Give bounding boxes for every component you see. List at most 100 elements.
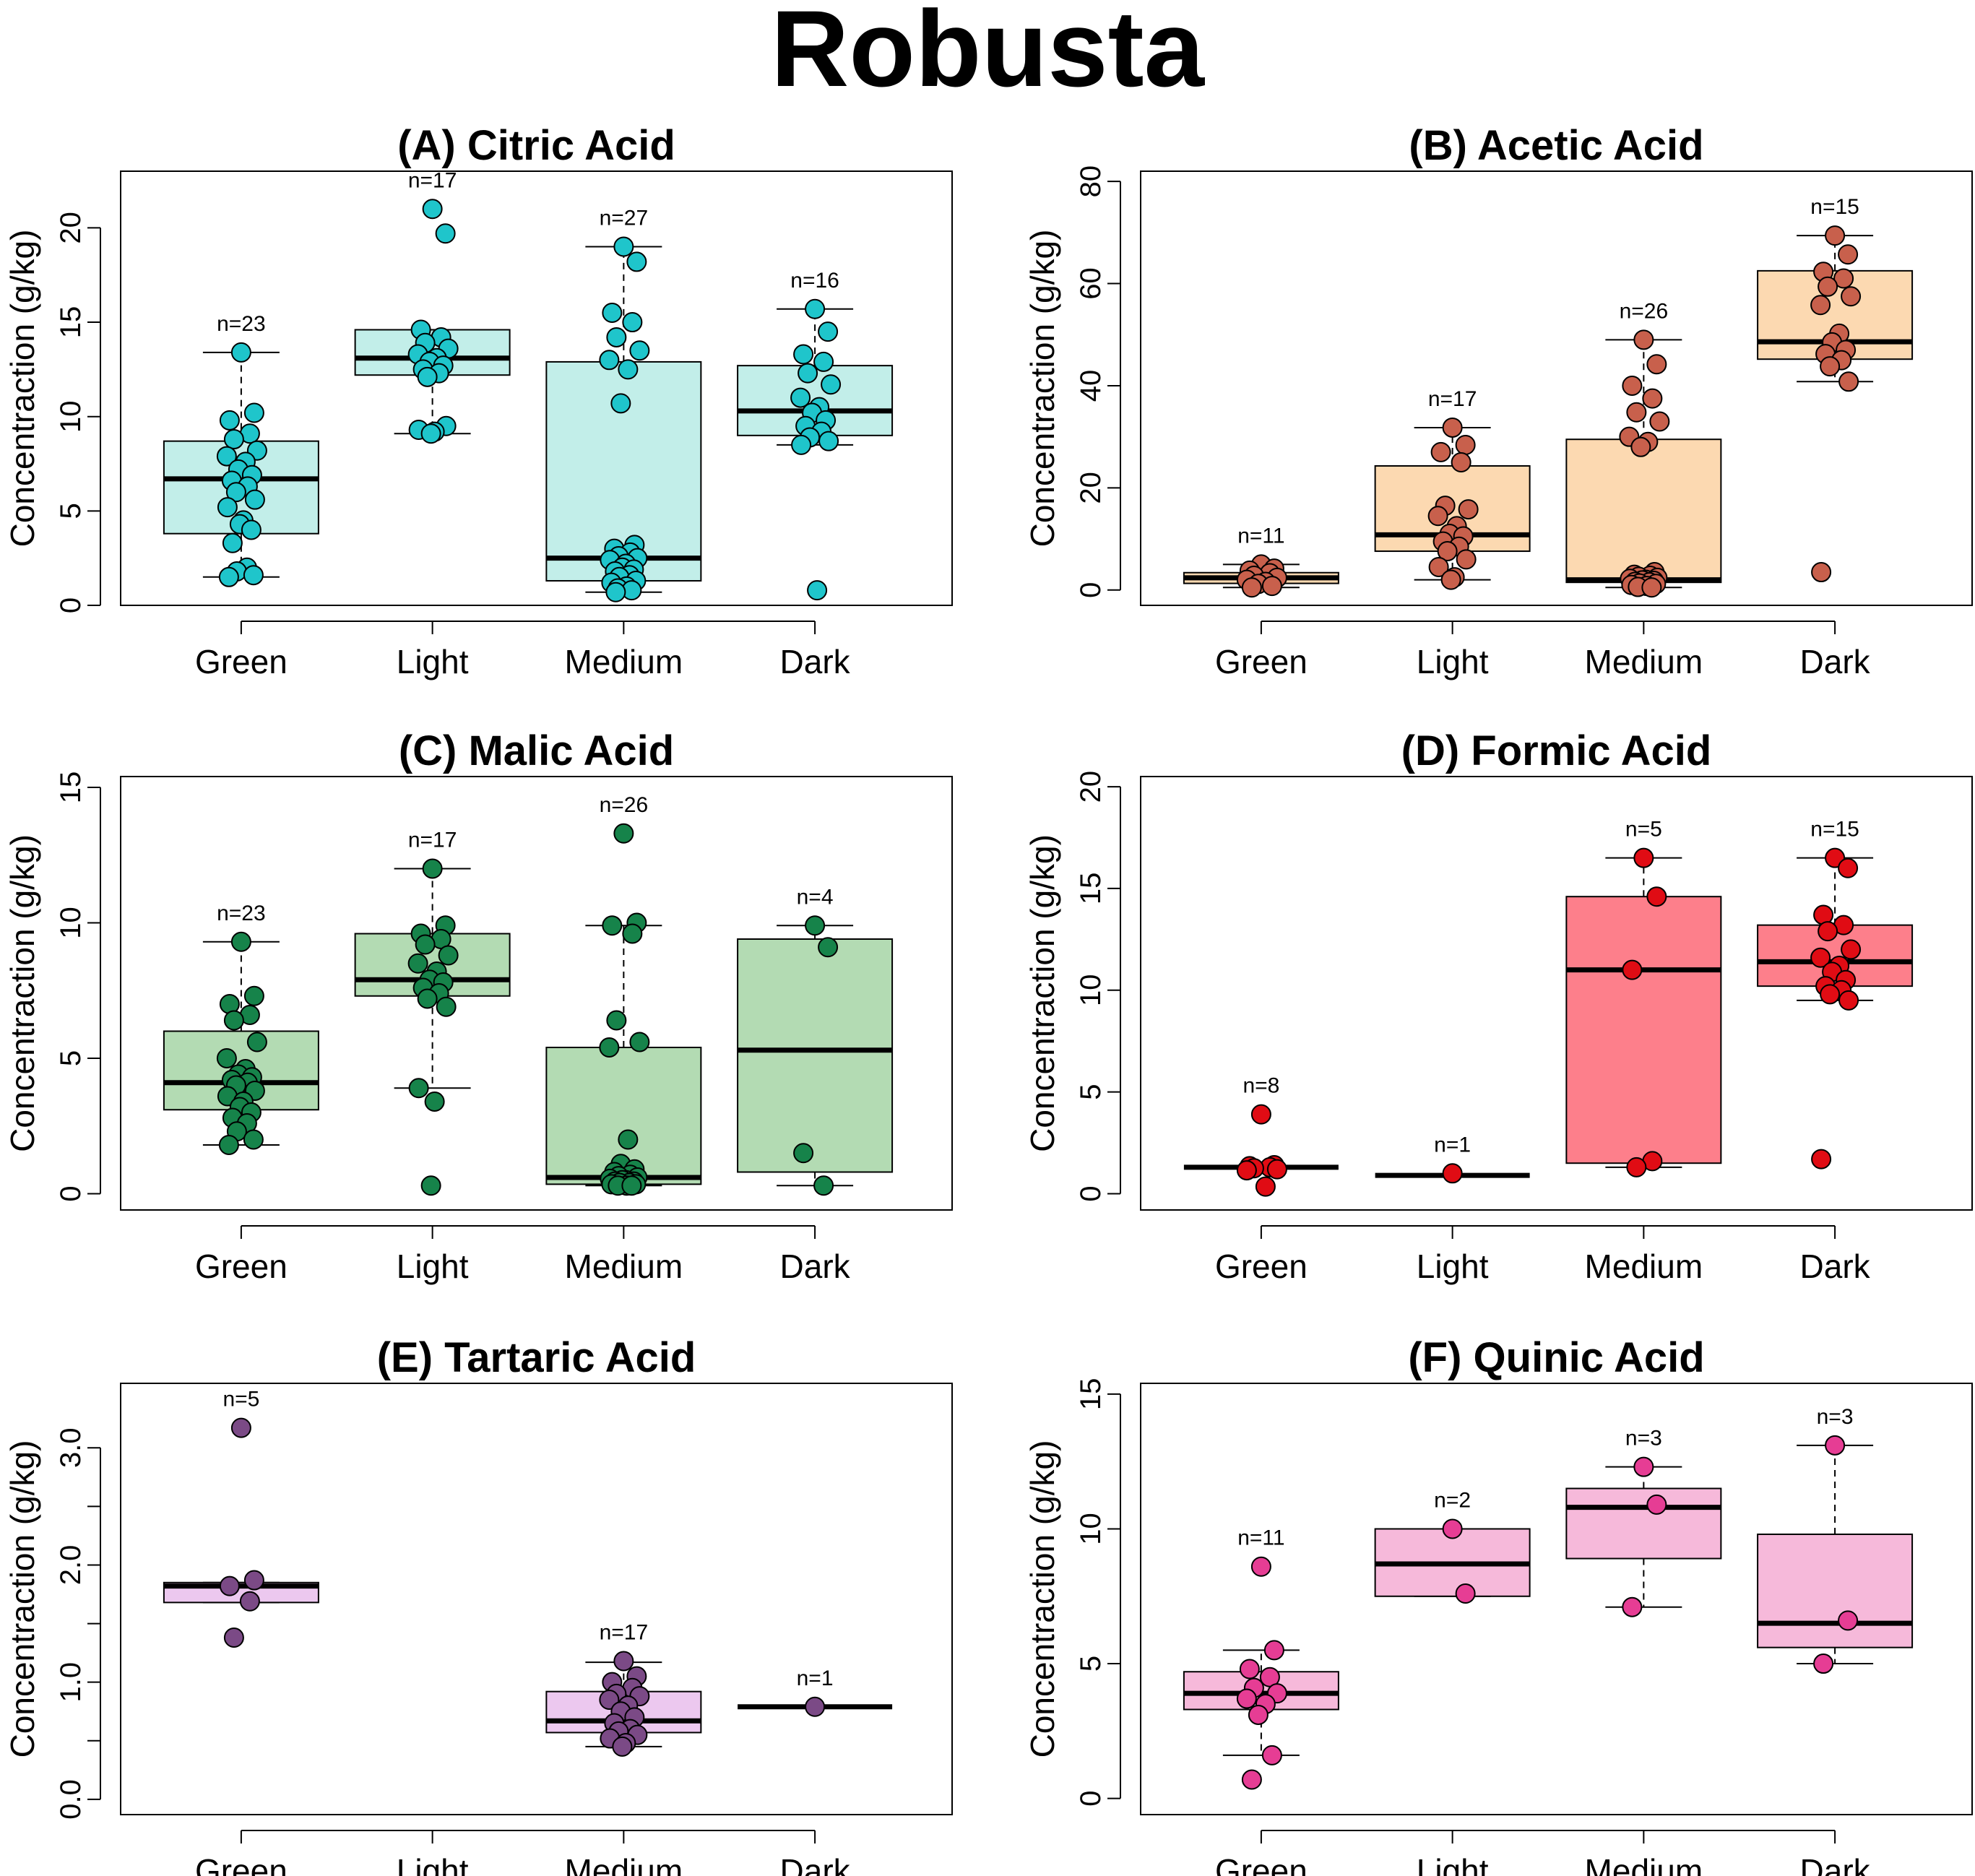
data-point: [793, 1143, 814, 1164]
figure-title: Robusta: [771, 0, 1204, 109]
data-point: [435, 223, 456, 244]
data-point: [217, 497, 238, 518]
n-label: n=4: [797, 885, 834, 909]
x-tick-label: Medium: [1585, 1248, 1703, 1285]
y-tick-label: 15: [1075, 1378, 1107, 1411]
n-label: n=26: [1620, 299, 1669, 323]
y-tick-label: 0: [1075, 582, 1107, 598]
data-point: [791, 434, 812, 455]
y-tick-label: 15: [55, 771, 87, 804]
data-point: [243, 1570, 264, 1591]
data-point: [818, 321, 839, 342]
data-point: [246, 1032, 267, 1052]
n-label: n=15: [1810, 818, 1859, 842]
n-label: n=5: [222, 1388, 259, 1412]
data-point: [230, 342, 251, 363]
box: [1565, 438, 1722, 584]
data-point: [1455, 1583, 1476, 1604]
data-point: [1442, 417, 1463, 438]
data-point: [1841, 286, 1862, 307]
data-point: [790, 387, 811, 408]
data-point: [1263, 1640, 1284, 1661]
data-point: [599, 350, 620, 371]
data-point: [1838, 857, 1859, 878]
data-point: [1841, 939, 1862, 960]
x-tick-label: Green: [195, 643, 288, 680]
y-tick-label: 0: [55, 597, 87, 613]
n-label: n=11: [1237, 1526, 1284, 1550]
data-point: [1626, 1157, 1647, 1177]
y-tick-label: 0: [1075, 1185, 1107, 1201]
data-point: [225, 482, 246, 503]
data-point: [1455, 434, 1476, 455]
x-tick-label: Dark: [780, 1852, 851, 1876]
data-point: [813, 1175, 834, 1196]
y-tick-label: 80: [1075, 165, 1107, 198]
data-point: [818, 937, 839, 958]
x-tick-label: Medium: [1585, 1852, 1703, 1876]
x-tick-label: Light: [1417, 643, 1489, 680]
data-point: [1649, 411, 1670, 432]
data-point: [223, 1010, 244, 1031]
data-point: [1250, 1556, 1271, 1577]
data-point: [613, 1651, 634, 1672]
y-tick-label: 1.0: [55, 1662, 87, 1703]
data-point: [243, 985, 264, 1006]
n-label: n=3: [1625, 1427, 1662, 1451]
data-point: [818, 431, 839, 451]
data-point: [1458, 499, 1479, 520]
data-point: [438, 945, 459, 966]
data-point: [807, 580, 828, 601]
y-tick-label: 2.0: [55, 1545, 87, 1586]
data-point: [1241, 1769, 1262, 1790]
data-point: [1622, 959, 1643, 980]
x-tick-label: Green: [195, 1852, 288, 1876]
data-point: [618, 359, 639, 380]
data-point: [1838, 1610, 1859, 1631]
y-tick-label: 10: [55, 907, 87, 939]
panel-title: (F) Quinic Acid: [1408, 1334, 1704, 1381]
plot-frame: [1140, 776, 1973, 1211]
data-point: [230, 1417, 251, 1438]
data-point: [222, 532, 243, 553]
data-point: [613, 236, 634, 257]
n-label: n=17: [1428, 387, 1477, 411]
chart-panel-5: (E) Tartaric Acid Concentraction (g/kg) 0.…: [4, 1334, 953, 1876]
data-point: [1646, 886, 1667, 907]
y-tick-label: 60: [1075, 267, 1107, 300]
box: [737, 938, 894, 1173]
n-label: n=23: [217, 902, 266, 925]
plot-frame: [120, 170, 953, 606]
y-tick-label: 10: [1075, 1513, 1107, 1545]
x-tick-label: Dark: [1800, 1852, 1871, 1876]
data-point: [1838, 990, 1859, 1011]
data-point: [230, 931, 251, 952]
x-tick-label: Green: [1215, 643, 1308, 680]
x-tick-label: Medium: [1585, 643, 1703, 680]
data-point: [422, 199, 443, 220]
data-point: [216, 1048, 237, 1068]
n-label: n=23: [217, 312, 266, 336]
data-point: [1239, 1659, 1260, 1680]
data-point: [422, 858, 443, 879]
y-tick-label: 10: [1075, 974, 1107, 1007]
panel-title: (E) Tartaric Acid: [377, 1334, 696, 1381]
x-tick-label: Dark: [1800, 1248, 1871, 1285]
panel-title: (C) Malic Acid: [399, 727, 674, 774]
y-tick-label: 3.0: [55, 1427, 87, 1468]
data-point: [1838, 244, 1859, 265]
data-point: [1633, 329, 1654, 350]
y-tick-label: 0: [55, 1185, 87, 1201]
data-point: [618, 1129, 639, 1150]
y-axis-label: Concentraction (g/kg): [4, 230, 41, 548]
box: [1757, 1533, 1914, 1648]
plot-frame: [1140, 1383, 1973, 1815]
data-point: [626, 251, 647, 272]
y-axis-label: Concentraction (g/kg): [4, 1440, 41, 1758]
x-tick-label: Medium: [565, 643, 683, 680]
data-point: [218, 566, 239, 587]
data-point: [1811, 562, 1832, 583]
data-point: [821, 374, 842, 395]
data-point: [1241, 577, 1262, 598]
data-point: [1250, 1104, 1271, 1125]
